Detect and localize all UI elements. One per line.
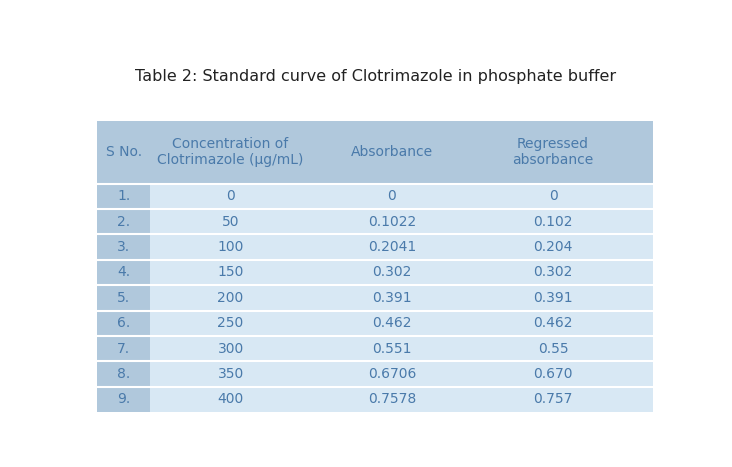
FancyBboxPatch shape — [97, 285, 150, 311]
FancyBboxPatch shape — [97, 336, 653, 361]
Text: 6.: 6. — [117, 316, 130, 330]
FancyBboxPatch shape — [97, 234, 653, 260]
Text: 0.462: 0.462 — [372, 316, 411, 330]
Text: 400: 400 — [217, 392, 244, 406]
Text: 0.757: 0.757 — [534, 392, 572, 406]
FancyBboxPatch shape — [97, 285, 653, 311]
Text: 0.1022: 0.1022 — [367, 215, 416, 229]
Text: 3.: 3. — [117, 240, 130, 254]
Text: 0: 0 — [387, 190, 396, 204]
FancyBboxPatch shape — [97, 361, 653, 387]
FancyBboxPatch shape — [97, 234, 150, 260]
FancyBboxPatch shape — [97, 260, 653, 285]
FancyBboxPatch shape — [97, 260, 150, 285]
Text: 150: 150 — [217, 266, 244, 279]
FancyBboxPatch shape — [97, 311, 150, 336]
Text: 4.: 4. — [117, 266, 130, 279]
Text: 50: 50 — [222, 215, 239, 229]
FancyBboxPatch shape — [97, 387, 150, 412]
Text: 8.: 8. — [117, 367, 130, 381]
Text: 9.: 9. — [117, 392, 130, 406]
FancyBboxPatch shape — [97, 361, 150, 387]
Text: Table 2: Standard curve of Clotrimazole in phosphate buffer: Table 2: Standard curve of Clotrimazole … — [135, 69, 616, 84]
Text: 5.: 5. — [117, 291, 130, 305]
Text: 0.102: 0.102 — [534, 215, 573, 229]
Text: 1.: 1. — [117, 190, 130, 204]
Text: 0.2041: 0.2041 — [367, 240, 416, 254]
Text: 2.: 2. — [117, 215, 130, 229]
Text: 0.551: 0.551 — [372, 341, 411, 355]
Text: 0.462: 0.462 — [534, 316, 573, 330]
Text: 0.670: 0.670 — [534, 367, 573, 381]
Text: 250: 250 — [217, 316, 244, 330]
FancyBboxPatch shape — [97, 311, 653, 336]
FancyBboxPatch shape — [97, 184, 150, 209]
Text: 0.391: 0.391 — [533, 291, 573, 305]
FancyBboxPatch shape — [97, 121, 653, 412]
FancyBboxPatch shape — [97, 387, 653, 412]
FancyBboxPatch shape — [97, 184, 653, 209]
Text: 300: 300 — [217, 341, 244, 355]
Text: S No.: S No. — [105, 145, 142, 159]
Text: 0.7578: 0.7578 — [367, 392, 416, 406]
Text: 0.302: 0.302 — [372, 266, 411, 279]
FancyBboxPatch shape — [97, 121, 653, 184]
Text: Absorbance: Absorbance — [351, 145, 433, 159]
Text: Regressed
absorbance: Regressed absorbance — [512, 137, 594, 167]
FancyBboxPatch shape — [97, 209, 150, 234]
FancyBboxPatch shape — [97, 209, 653, 234]
Text: 0.302: 0.302 — [534, 266, 572, 279]
FancyBboxPatch shape — [97, 336, 150, 361]
Text: 0.55: 0.55 — [538, 341, 568, 355]
Text: 0: 0 — [226, 190, 235, 204]
Text: 100: 100 — [217, 240, 244, 254]
Text: 0.6706: 0.6706 — [367, 367, 416, 381]
Text: 0: 0 — [549, 190, 558, 204]
Text: 350: 350 — [217, 367, 244, 381]
Text: 0.391: 0.391 — [372, 291, 411, 305]
Text: 200: 200 — [217, 291, 244, 305]
Text: 7.: 7. — [117, 341, 130, 355]
Text: 0.204: 0.204 — [534, 240, 572, 254]
Text: Concentration of
Clotrimazole (µg/mL): Concentration of Clotrimazole (µg/mL) — [157, 137, 304, 167]
